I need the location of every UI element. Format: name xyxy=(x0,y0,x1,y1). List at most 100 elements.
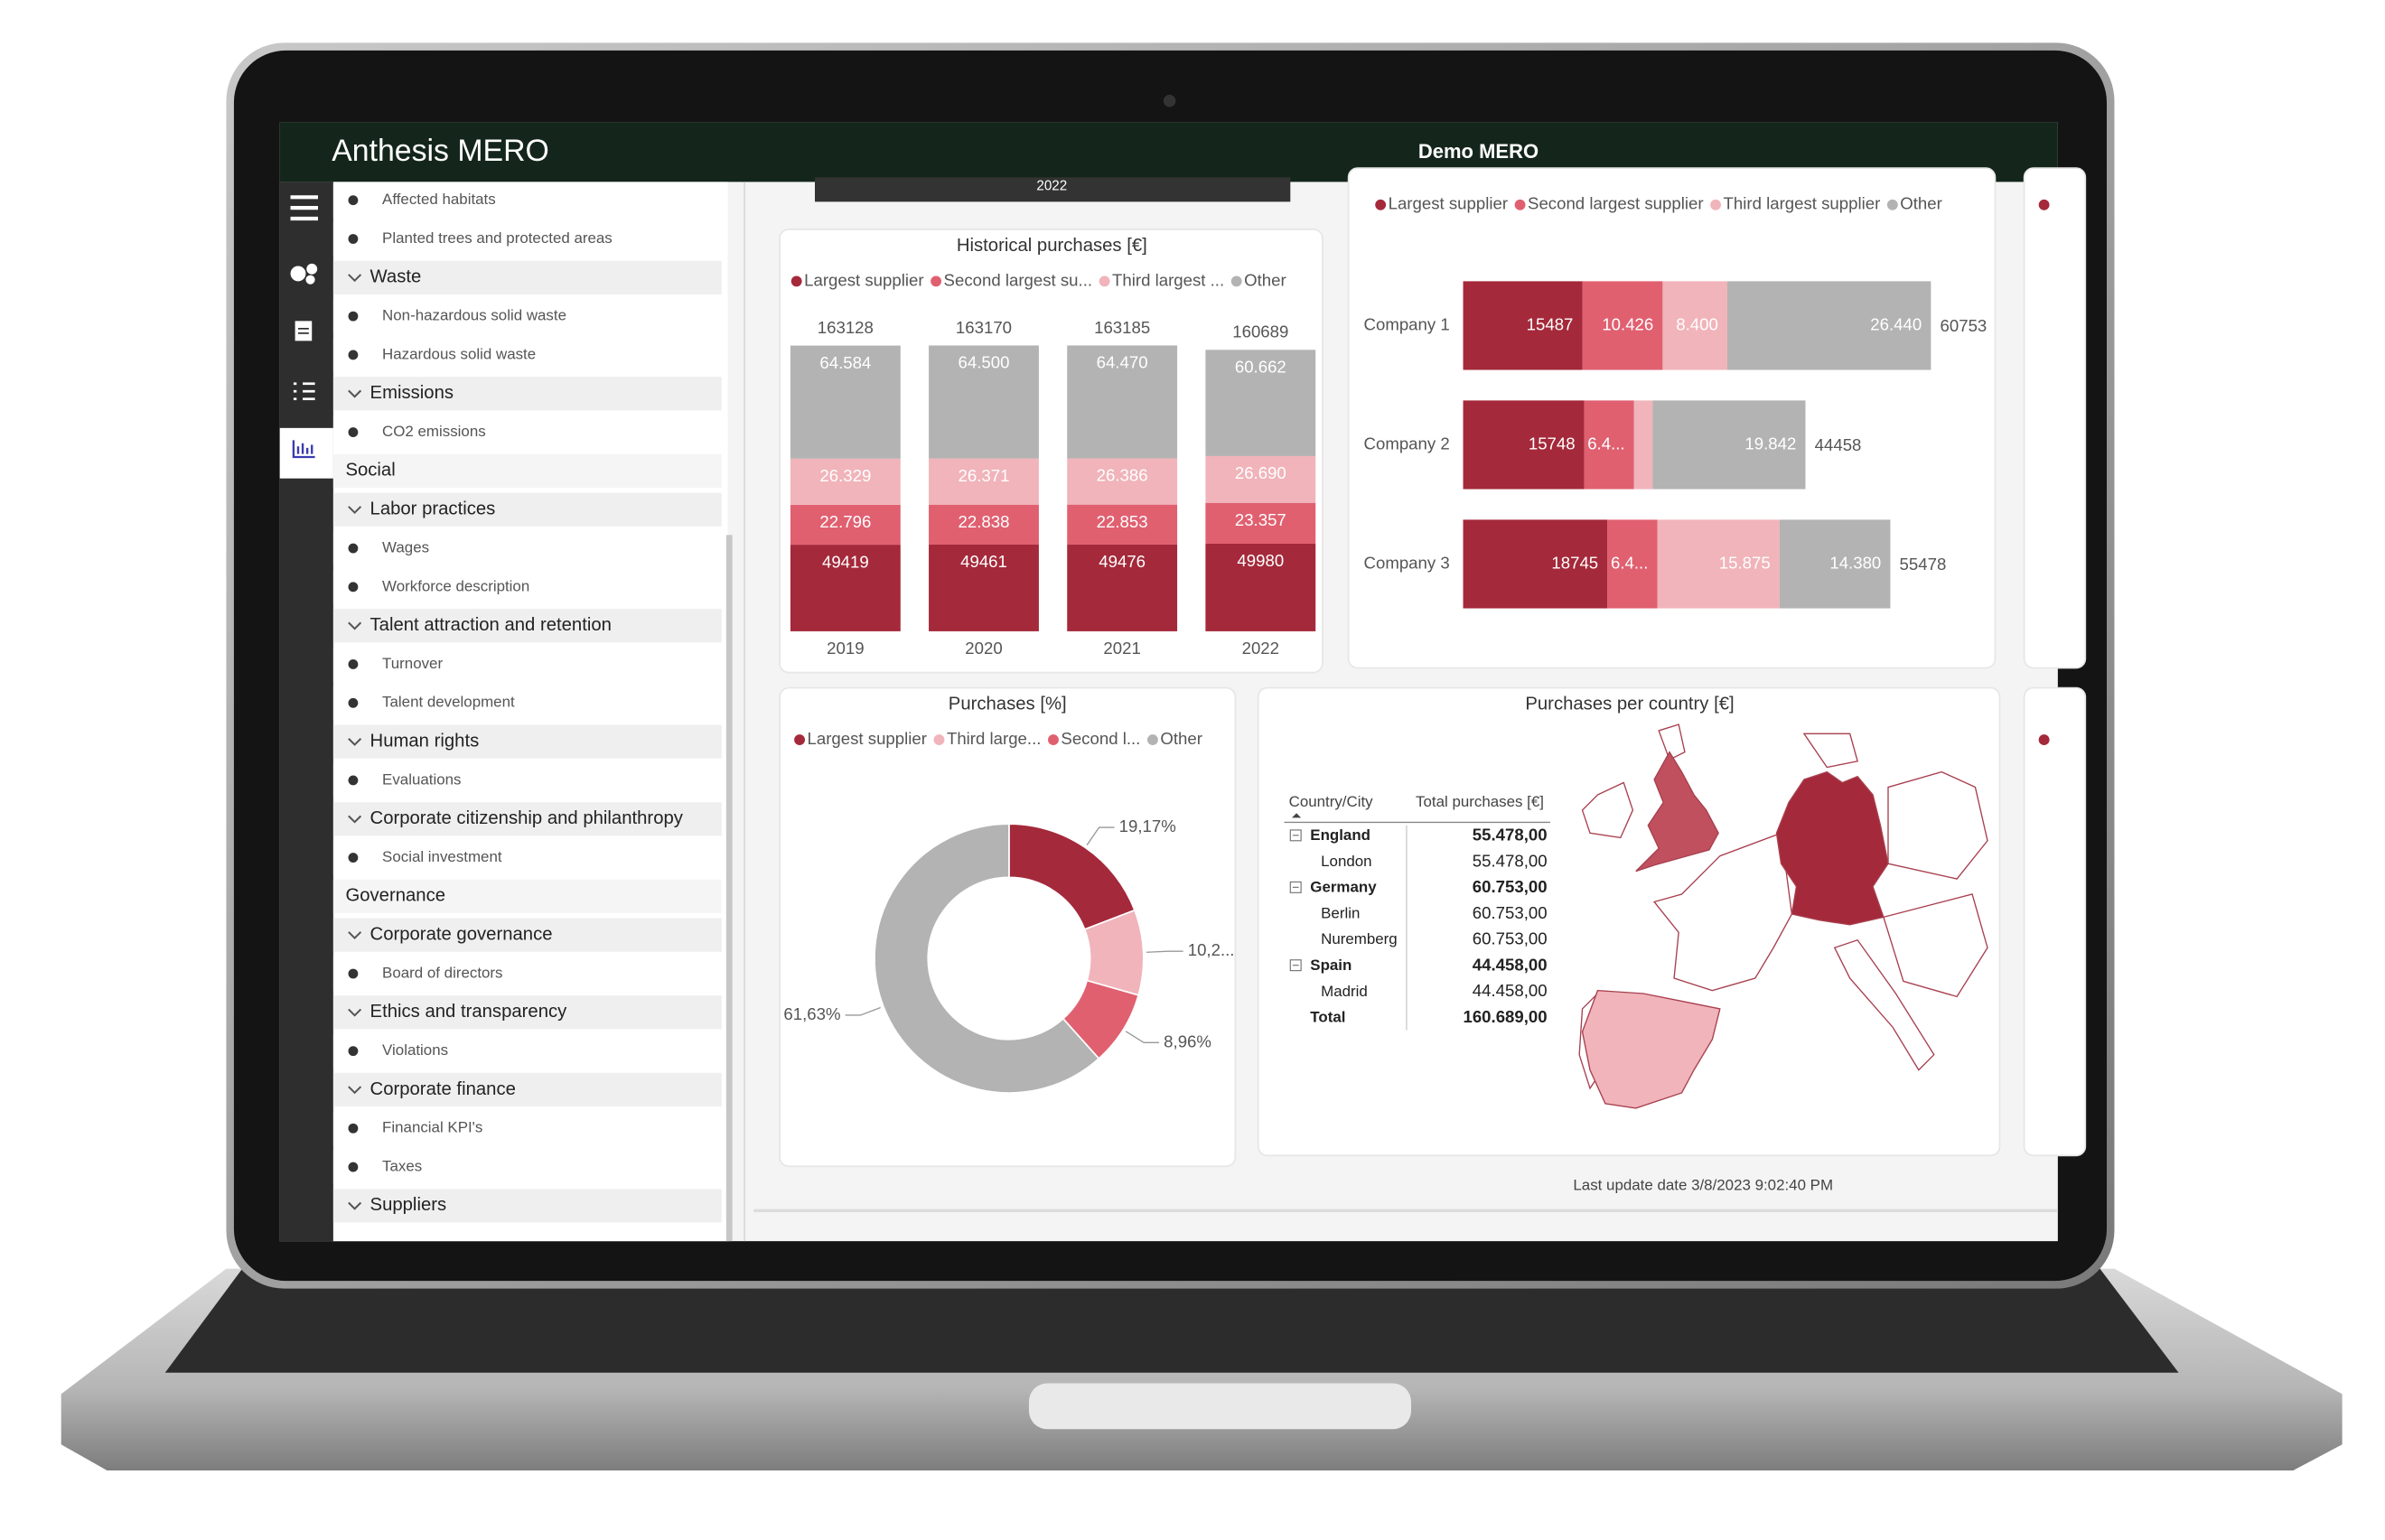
row-value: 44.458,00 xyxy=(1473,955,1548,974)
map-region xyxy=(1833,938,1935,1071)
leader-line xyxy=(1086,826,1115,845)
legend-label: Largest supplier xyxy=(1389,194,1508,213)
value-label: 22.853 xyxy=(1097,512,1148,531)
bullet xyxy=(348,582,359,593)
bar-segment xyxy=(1205,502,1316,544)
checklist-icon[interactable] xyxy=(293,382,315,401)
bar-segment xyxy=(1067,458,1178,505)
bar-segment xyxy=(1463,400,1585,490)
brand: Anthesis MERO xyxy=(332,134,549,168)
chevron xyxy=(348,815,362,824)
nav-group[interactable]: Corporate governance xyxy=(370,925,553,945)
nav-item[interactable]: Taxes xyxy=(382,1158,422,1175)
bar-segment xyxy=(929,345,1039,459)
bar-segment xyxy=(790,458,901,505)
map-region xyxy=(1652,832,1793,992)
row-label: Germany xyxy=(1310,879,1377,896)
legend-marker xyxy=(1514,199,1526,210)
nav-group[interactable]: Ethics and transparency xyxy=(370,1002,568,1022)
value-label: 64.470 xyxy=(1097,353,1148,372)
document-icon[interactable] xyxy=(295,321,313,341)
nav-item[interactable]: Affected habitats xyxy=(382,191,496,208)
chevron xyxy=(348,738,362,746)
value-label: 49419 xyxy=(822,552,869,571)
value-label: 8.400 xyxy=(1676,314,1718,333)
nav-row xyxy=(332,1111,722,1145)
legend-label: Second largest supplier xyxy=(1528,194,1703,213)
column-header: Total purchases [€] xyxy=(1416,793,1544,810)
category-label: Company 1 xyxy=(1364,314,1450,333)
legend-label: Third large... xyxy=(947,729,1041,748)
nav-item[interactable]: Planted trees and protected areas xyxy=(382,229,613,247)
nav-group[interactable]: Emissions xyxy=(370,383,454,403)
chevron xyxy=(348,389,362,398)
collapse-toggle[interactable] xyxy=(1289,959,1302,972)
row-label: Berlin xyxy=(1321,904,1360,921)
legend-label: Other xyxy=(1900,194,1942,213)
value-label: 15.875 xyxy=(1719,553,1771,572)
nav-row xyxy=(332,570,722,604)
nav-group[interactable]: Talent attraction and retention xyxy=(370,615,612,635)
nav-item[interactable]: Social investment xyxy=(382,848,502,865)
year-bar[interactable] xyxy=(815,177,1291,202)
bar-segment xyxy=(1205,455,1316,503)
value-label: 14.380 xyxy=(1829,553,1881,572)
sidebar-scrollbar[interactable] xyxy=(725,535,733,1242)
nav-row xyxy=(332,1072,722,1107)
value-label: 15748 xyxy=(1529,434,1576,453)
nav-item[interactable]: Wages xyxy=(382,538,429,555)
legend-marker xyxy=(1099,275,1110,287)
value-label: 49461 xyxy=(960,552,1007,571)
nav-item[interactable]: Talent development xyxy=(382,694,515,711)
legend-dot xyxy=(2038,199,2050,210)
nav-row xyxy=(332,879,722,913)
value-label: 10.426 xyxy=(1602,314,1653,333)
collapse-toggle[interactable] xyxy=(1289,829,1302,842)
bar-segment xyxy=(790,504,901,546)
leader-line xyxy=(1146,950,1183,953)
bar-segment xyxy=(1067,544,1178,631)
sort-arrow xyxy=(1292,813,1302,818)
nav-row xyxy=(332,802,722,836)
nav-item[interactable]: Evaluations xyxy=(382,770,461,788)
collapse-toggle[interactable] xyxy=(1289,881,1302,893)
chevron xyxy=(348,1086,362,1095)
bar-segment xyxy=(1067,504,1178,545)
nav-item[interactable]: Violations xyxy=(382,1041,448,1059)
row-label: Nuremberg xyxy=(1321,930,1398,947)
bar-segment xyxy=(929,458,1039,505)
chevron xyxy=(348,1201,362,1210)
nav-item[interactable]: Turnover xyxy=(382,655,443,672)
legend-label: Largest supplier xyxy=(808,729,927,748)
nav-row xyxy=(332,453,722,489)
legend-label: Second largest su... xyxy=(944,270,1092,289)
nav-row xyxy=(332,183,722,218)
bar-segment xyxy=(1727,281,1931,370)
nav-item[interactable]: Workforce description xyxy=(382,577,529,594)
legend-label: Largest supplier xyxy=(804,270,923,289)
settings-icon[interactable] xyxy=(290,263,318,285)
nav-section[interactable]: Social xyxy=(345,461,395,481)
nav-item[interactable]: Board of directors xyxy=(382,964,502,981)
last-update: Last update date 3/8/2023 9:02:40 PM xyxy=(1573,1177,1833,1194)
nav-group[interactable]: Waste xyxy=(370,267,422,287)
nav-item[interactable]: Hazardous solid waste xyxy=(382,345,536,362)
legend-label: Third largest ... xyxy=(1112,270,1224,289)
map-region xyxy=(1802,733,1859,769)
nav-group[interactable]: Corporate citizenship and philanthropy xyxy=(370,808,684,828)
year-label: 2022 xyxy=(1036,178,1067,193)
nav-row xyxy=(332,492,722,527)
bullet xyxy=(348,775,359,786)
nav-item[interactable]: CO2 emissions xyxy=(382,423,486,440)
nav-group[interactable]: Labor practices xyxy=(370,499,496,519)
nav-group[interactable]: Suppliers xyxy=(370,1195,447,1215)
nav-section[interactable]: Governance xyxy=(345,886,445,906)
nav-group[interactable]: Corporate finance xyxy=(370,1079,516,1099)
nav-item[interactable]: Non-hazardous solid waste xyxy=(382,307,566,324)
nav-item[interactable]: Financial KPI's xyxy=(382,1119,482,1136)
row-label: Total xyxy=(1310,1009,1345,1026)
menu-icon[interactable] xyxy=(290,195,318,221)
nav-group[interactable]: Human rights xyxy=(370,731,480,751)
value-label: 26.690 xyxy=(1235,463,1286,482)
bar-segment xyxy=(790,545,901,631)
